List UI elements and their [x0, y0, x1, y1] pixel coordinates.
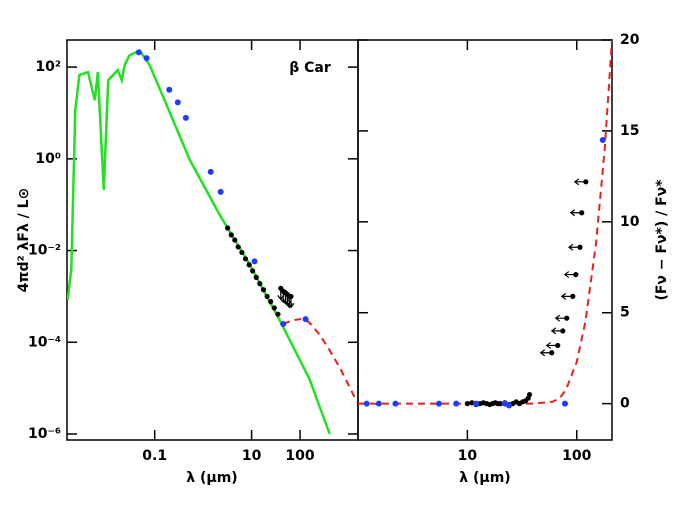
data-point	[257, 281, 263, 287]
model-line	[282, 318, 358, 403]
data-point	[579, 210, 585, 216]
data-point	[275, 311, 281, 317]
data-point	[232, 237, 238, 243]
y-tick-label: 10⁻⁶	[28, 426, 61, 442]
photometry-point	[453, 400, 460, 407]
photometry-point	[217, 188, 224, 195]
left-panel-frame	[66, 39, 359, 441]
data-point	[497, 401, 503, 407]
data-point	[242, 256, 249, 262]
data-point	[268, 299, 274, 305]
y-tick-label: 10⁻²	[28, 243, 61, 259]
data-point	[225, 225, 231, 231]
x-tick-label: 10	[458, 448, 478, 464]
x-tick-label: 0.1	[142, 448, 167, 464]
model-line	[358, 40, 612, 405]
photometry-point	[375, 400, 382, 407]
photometry-point	[302, 316, 309, 323]
data-point	[526, 391, 533, 398]
photometry-point	[473, 400, 480, 407]
y-tick-label: 10²	[35, 59, 61, 75]
data-point	[264, 293, 270, 300]
data-point	[570, 293, 576, 299]
data-point	[239, 249, 245, 256]
photometry-point	[599, 137, 606, 143]
photometry-point	[392, 400, 399, 407]
spectrum-line	[67, 48, 331, 435]
annotation: β Car	[289, 60, 331, 76]
data-point	[260, 287, 267, 293]
x-axis-label: λ (μm)	[459, 470, 510, 486]
data-point	[560, 328, 566, 334]
photometry-point	[207, 168, 214, 175]
y-axis-label: (Fν − Fν*) / Fν*	[654, 179, 670, 301]
y-tick-label: 10	[620, 214, 640, 230]
y-axis-label: 4πd² λFλ / L⊙	[16, 188, 32, 293]
y-tick-label: 20	[620, 32, 640, 48]
y-tick-label: 5	[620, 305, 630, 321]
data-point	[235, 244, 241, 250]
data-point	[228, 232, 234, 238]
x-tick-label: 100	[285, 448, 314, 464]
data-point	[573, 271, 579, 278]
data-point	[253, 274, 259, 280]
photometry-point	[505, 402, 512, 409]
data-point	[288, 293, 294, 300]
y-tick-label: 15	[620, 123, 639, 139]
photometry-point	[135, 49, 142, 56]
plot-area	[67, 48, 358, 435]
photometry-point	[166, 86, 173, 93]
data-point	[464, 401, 470, 407]
y-tick-label: 10⁻⁴	[28, 334, 61, 350]
data-point	[555, 342, 561, 349]
photometry-point	[174, 99, 181, 106]
y-tick-label: 10⁰	[35, 151, 61, 167]
photometry-point	[280, 321, 287, 328]
x-tick-label: 100	[562, 448, 591, 464]
photometry-point	[182, 114, 189, 121]
photometry-point	[251, 258, 258, 265]
photometry-point	[363, 400, 370, 407]
right-panel-frame	[357, 39, 613, 441]
photometry-point	[435, 400, 442, 407]
data-point	[583, 179, 589, 185]
photometry-point	[143, 55, 150, 62]
data-point	[549, 350, 555, 356]
data-point	[564, 315, 570, 321]
y-tick-label: 0	[620, 396, 630, 412]
x-tick-label: 10	[242, 448, 262, 464]
data-point	[246, 262, 252, 268]
data-point	[577, 244, 583, 250]
photometry-point	[561, 400, 568, 407]
data-point	[250, 268, 256, 274]
x-axis-label: λ (μm)	[186, 470, 237, 486]
data-point	[271, 305, 277, 311]
plot-area	[358, 40, 612, 409]
